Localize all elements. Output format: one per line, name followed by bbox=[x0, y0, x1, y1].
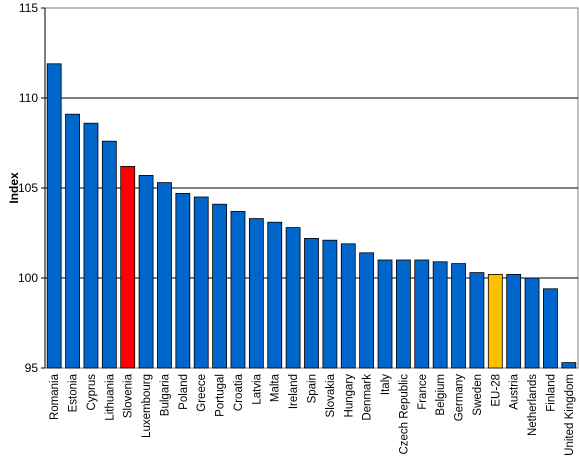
bar-italy bbox=[377, 259, 393, 369]
x-category-label: Italy bbox=[380, 374, 392, 395]
bar-romania bbox=[46, 63, 62, 369]
bar-luxembourg bbox=[138, 174, 154, 369]
x-axis-labels: Romania Estonia Cyprus Lithuania Slovenia Lux… bbox=[49, 373, 576, 455]
bar-united-kingdom bbox=[561, 362, 577, 369]
bar-slovakia bbox=[322, 239, 338, 369]
y-axis-title: Index bbox=[7, 172, 21, 204]
bar-finland bbox=[543, 288, 558, 369]
x-category-label: Portugal bbox=[215, 374, 227, 417]
x-category-label: Estonia bbox=[68, 373, 80, 412]
x-category-label: Poland bbox=[178, 374, 190, 410]
y-tick-label: 105 bbox=[18, 181, 38, 195]
bar-netherlands bbox=[524, 277, 540, 369]
bars bbox=[46, 63, 577, 369]
bar-denmark bbox=[359, 252, 375, 369]
x-category-label: Sweden bbox=[472, 374, 484, 416]
bar-ireland bbox=[285, 227, 301, 369]
x-category-label: Austria bbox=[509, 373, 521, 409]
bar-portugal bbox=[212, 203, 228, 369]
x-category-label: Czech Republic bbox=[398, 374, 410, 455]
bar-germany bbox=[451, 263, 466, 369]
x-category-label: Slovakia bbox=[325, 373, 337, 417]
x-category-label: EU-28 bbox=[490, 374, 502, 407]
y-tick-label: 115 bbox=[19, 1, 38, 15]
bar-latvia bbox=[248, 218, 264, 369]
y-axis-ticks: 95 100 105 110 115 bbox=[18, 1, 46, 375]
bar-spain bbox=[304, 237, 319, 369]
x-category-label: France bbox=[417, 374, 429, 410]
x-category-label: Denmark bbox=[362, 374, 374, 421]
y-tick-label: 95 bbox=[25, 361, 39, 375]
x-category-label: Netherlands bbox=[527, 374, 539, 436]
bar-greece bbox=[193, 196, 209, 369]
bar-lithuania bbox=[101, 140, 117, 369]
bar-malta bbox=[267, 221, 283, 369]
y-tick-label: 110 bbox=[19, 91, 38, 105]
bar-czech-republic bbox=[395, 259, 411, 369]
y-tick-label: 100 bbox=[18, 271, 38, 285]
bar-slovenia bbox=[120, 165, 136, 369]
x-category-label: Slovenia bbox=[123, 373, 135, 418]
x-category-label: Malta bbox=[270, 373, 282, 402]
bar-eu-28 bbox=[487, 273, 503, 369]
bar-france bbox=[414, 259, 430, 369]
bar-austria bbox=[506, 273, 522, 369]
x-category-label: Croatia bbox=[233, 373, 245, 411]
bar-belgium bbox=[432, 261, 448, 369]
x-category-label: Bulgaria bbox=[159, 373, 171, 416]
x-category-label: Luxembourg bbox=[141, 374, 153, 438]
bar-cyprus bbox=[83, 122, 99, 369]
x-category-label: Romania bbox=[49, 373, 61, 420]
x-category-label: Lithuania bbox=[104, 373, 116, 420]
bar-bulgaria bbox=[157, 182, 172, 369]
x-category-label: Ireland bbox=[288, 374, 300, 409]
bar-croatia bbox=[230, 210, 246, 369]
x-category-label: United Kingdom bbox=[564, 374, 576, 456]
bar-sweden bbox=[469, 272, 485, 369]
x-category-label: Cyprus bbox=[86, 374, 98, 411]
x-category-label: Germany bbox=[454, 374, 466, 422]
x-category-label: Spain bbox=[307, 374, 319, 403]
x-category-label: Latvia bbox=[251, 373, 263, 404]
x-category-label: Greece bbox=[196, 374, 208, 412]
bar-poland bbox=[175, 192, 191, 369]
x-category-label: Hungary bbox=[343, 374, 355, 418]
bar-estonia bbox=[65, 113, 80, 369]
x-category-label: Belgium bbox=[435, 374, 447, 416]
x-category-label: Finland bbox=[545, 374, 557, 412]
bar-hungary bbox=[340, 243, 356, 369]
